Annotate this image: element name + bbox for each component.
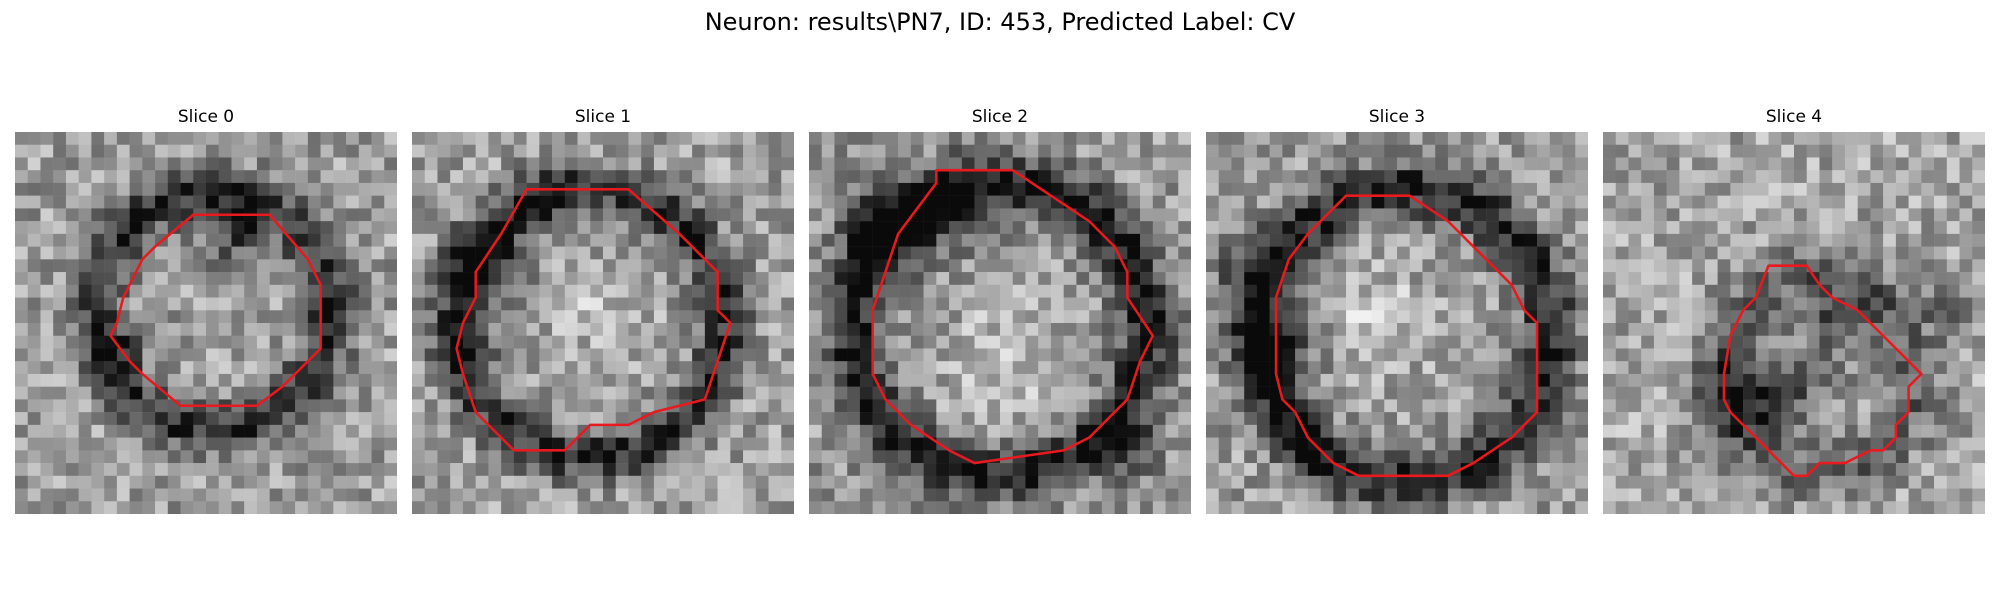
slice-title: Slice 3 [1368, 107, 1426, 127]
slice-panel-4: Slice 4 [1603, 106, 1985, 514]
slice-image [809, 132, 1191, 514]
segmentation-outline [1274, 194, 1539, 478]
slice-panel-1: Slice 1 [412, 106, 794, 514]
slice-panel-3: Slice 3 [1206, 106, 1588, 514]
segmentation-outline [109, 213, 322, 408]
segmentation-outline [455, 188, 732, 452]
slice-title: Slice 0 [177, 107, 235, 127]
slice-image [15, 132, 397, 514]
figure-title: Neuron: results\PN7, ID: 453, Predicted … [704, 8, 1296, 36]
slice-title: Slice 4 [1765, 107, 1823, 127]
segmentation-outline [1722, 264, 1923, 478]
slice-title: Slice 2 [971, 107, 1029, 127]
slice-panel-2: Slice 2 [809, 106, 1191, 514]
slice-image [1603, 132, 1985, 514]
slice-image [412, 132, 794, 514]
slice-title: Slice 1 [574, 107, 632, 127]
slice-panel-0: Slice 0 [15, 106, 397, 514]
segmentation-outline [871, 168, 1155, 465]
slice-image [1206, 132, 1588, 514]
